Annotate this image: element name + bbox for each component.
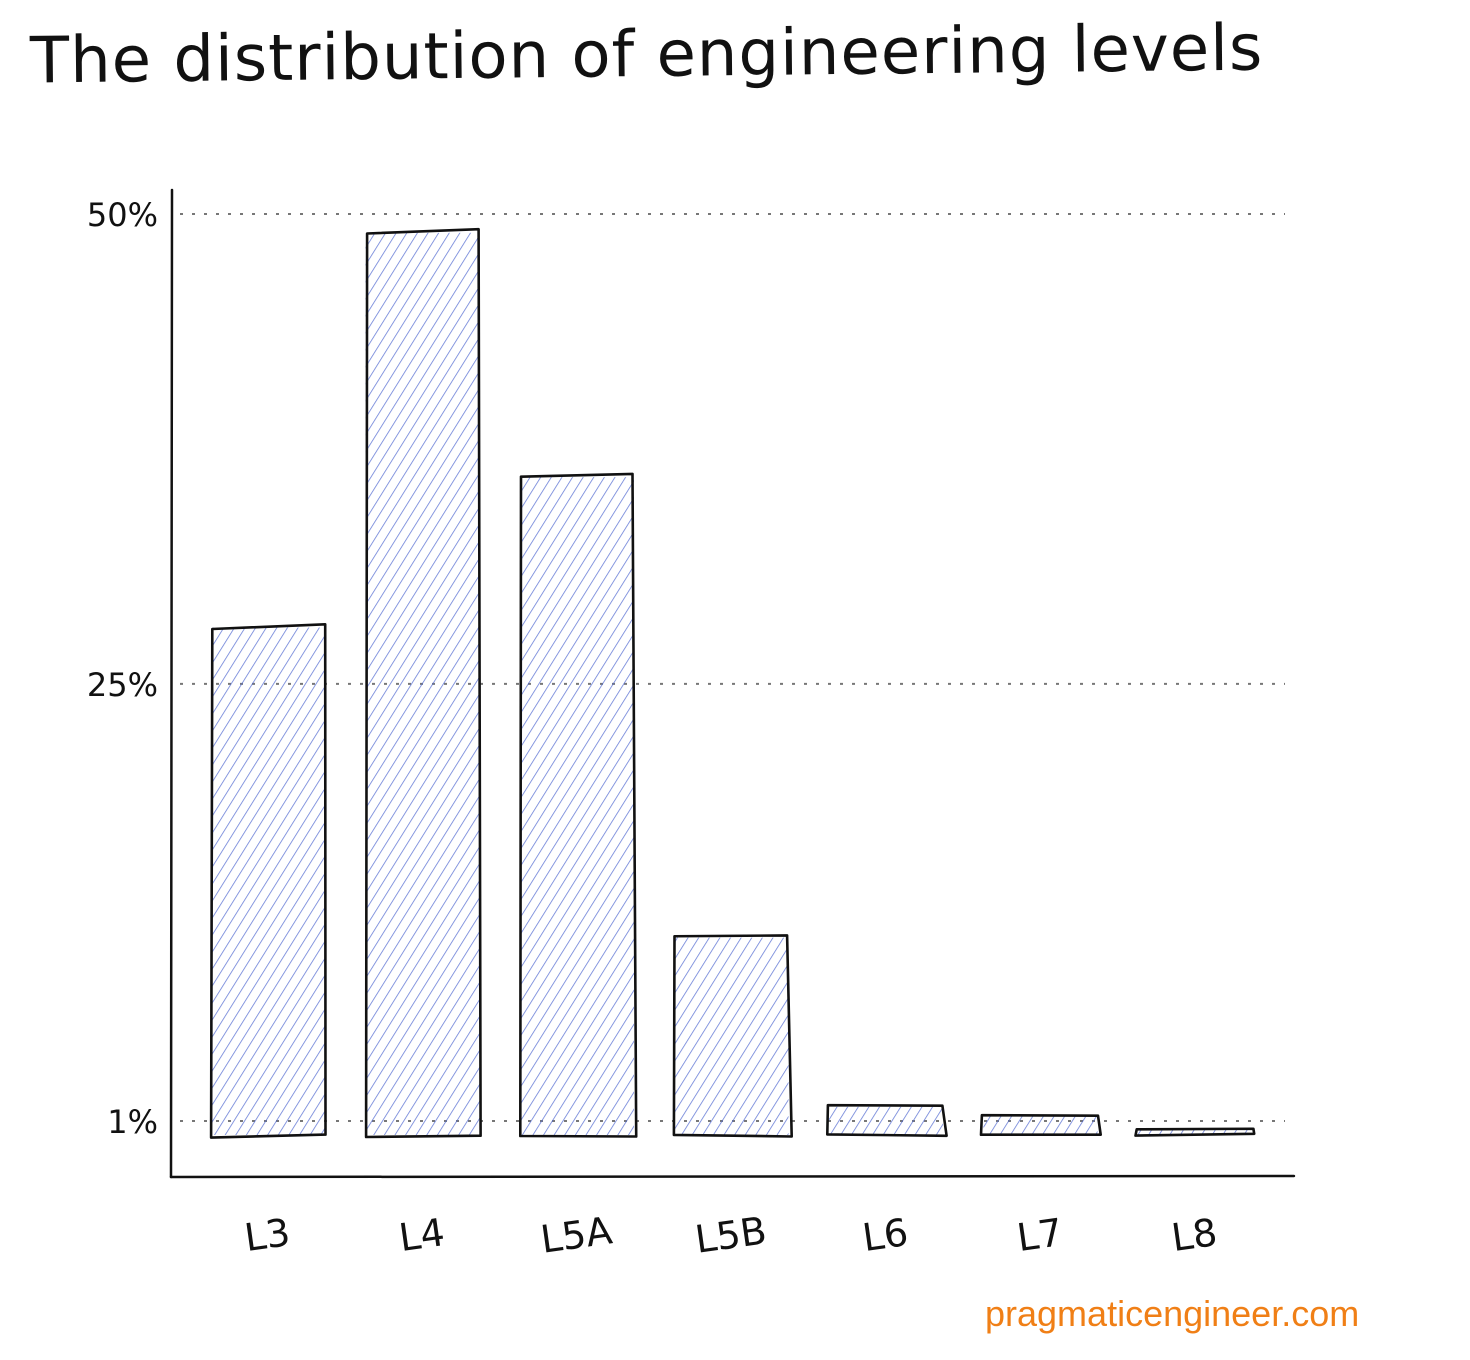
bar-l8 (1134, 1127, 1256, 1137)
bar-l7 (979, 1113, 1102, 1136)
bar-fill (211, 627, 325, 1135)
y-tick-label: 1% (107, 1103, 158, 1141)
bar-fill (520, 477, 634, 1136)
x-tick-label: L3 (242, 1210, 293, 1260)
watermark-text: pragmaticengineer.com (985, 1293, 1360, 1334)
bar-fill (674, 937, 789, 1135)
bar-l5b (672, 934, 793, 1138)
bar-outline (826, 1103, 948, 1138)
x-tick-label: L6 (860, 1210, 911, 1260)
x-tick-label: L5A (538, 1208, 615, 1262)
bar-outline (519, 472, 638, 1138)
bar-l4 (364, 227, 482, 1139)
x-tick-label: L4 (396, 1210, 447, 1260)
bar-l3 (209, 623, 327, 1139)
x-tick-label: L7 (1014, 1210, 1065, 1260)
bar-outline (1134, 1127, 1256, 1137)
y-tick-label: 25% (87, 666, 158, 704)
bar-outline (672, 934, 793, 1138)
bar-fill (365, 232, 480, 1136)
bar-outline (979, 1113, 1102, 1136)
axes (169, 188, 1296, 1179)
tick-labels: 50% 25% 1% L3 L4 L5A L5B L6 L7 L8 (87, 196, 1220, 1262)
bar-l6 (826, 1103, 948, 1138)
x-tick-label: L5B (692, 1208, 769, 1262)
bar-l5a (519, 472, 638, 1138)
x-axis (169, 1174, 1296, 1179)
bar-fill (1138, 1129, 1252, 1135)
bar-outline (209, 623, 327, 1139)
bar-outline (364, 227, 482, 1139)
y-tick-label: 50% (87, 196, 158, 234)
x-tick-label: L8 (1169, 1210, 1220, 1260)
bars (209, 227, 1256, 1139)
y-axis (169, 188, 174, 1179)
bar-fill (983, 1116, 1098, 1135)
bar-fill (829, 1106, 943, 1135)
